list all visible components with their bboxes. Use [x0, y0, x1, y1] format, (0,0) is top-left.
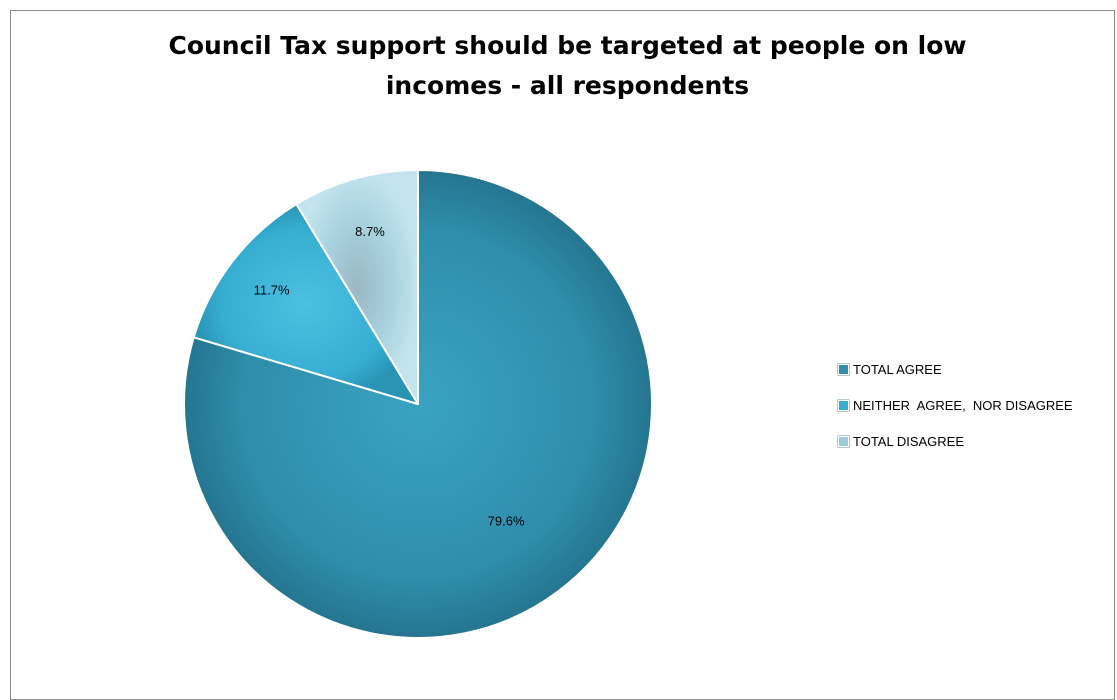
pie-data-labels: 79.6% 11.7% 8.7% [254, 224, 525, 528]
legend-item-total-disagree: TOTAL DISAGREE [838, 432, 1073, 450]
legend-item-total-agree: TOTAL AGREE [838, 360, 1073, 378]
chart-title-line-1: Council Tax support should be targeted a… [168, 31, 967, 60]
pie-slice-neither [192, 203, 419, 405]
legend-swatch-total-disagree [838, 435, 849, 447]
data-label-neither: 11.7% [254, 283, 290, 298]
data-label-total-agree: 79.6% [488, 514, 525, 529]
legend-label: TOTAL AGREE [853, 361, 942, 377]
pie-slices [183, 169, 654, 639]
legend-item-neither: NEITHER AGREE, NOR DISAGREE [838, 396, 1073, 414]
pie-slice-total-disagree [295, 169, 419, 405]
legend-swatch-total-agree [838, 363, 849, 375]
legend-label: NEITHER AGREE, NOR DISAGREE [853, 397, 1073, 413]
data-label-total-disagree: 8.7% [355, 224, 385, 239]
chart-title-line-2: incomes - all respondents [385, 71, 750, 100]
legend-label: TOTAL DISAGREE [853, 433, 965, 449]
legend: TOTAL AGREE NEITHER AGREE, NOR DISAGREE … [838, 360, 1073, 468]
legend-swatch-neither [838, 399, 849, 411]
chart-title: Council Tax support should be targeted a… [0, 26, 1117, 106]
